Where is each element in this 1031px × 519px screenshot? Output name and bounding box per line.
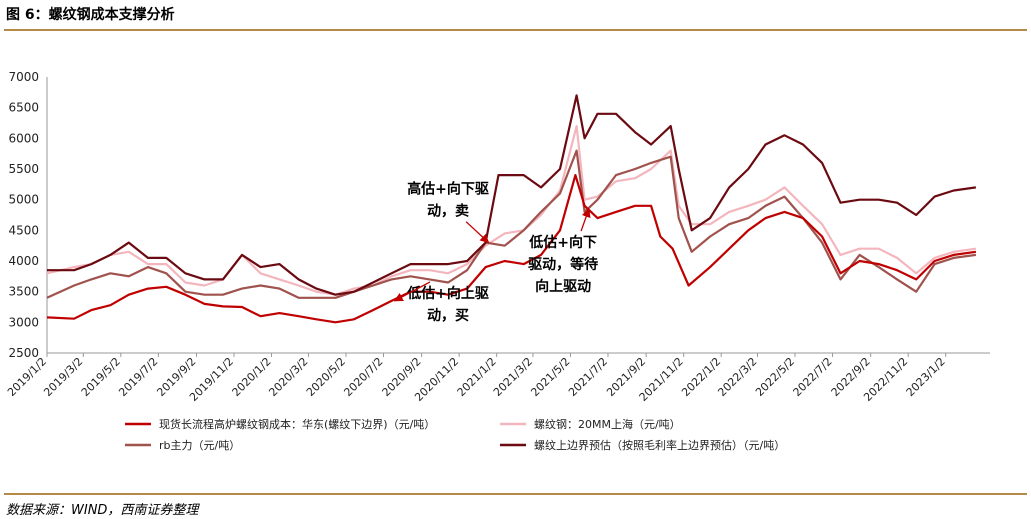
x-tick-label: 2020/3/2 — [266, 355, 310, 399]
x-tick-label: 2020/5/2 — [304, 355, 348, 399]
x-tick-label: 2021/7/2 — [566, 355, 610, 399]
annotation-arrow — [393, 281, 431, 302]
annotation-1: 低估+向上驱动，买 — [393, 281, 489, 324]
series-lines — [46, 94, 977, 324]
x-tick-label: 2020/1/2 — [230, 355, 274, 399]
x-tick-label: 2021/3/2 — [491, 355, 535, 399]
y-tick-label: 6000 — [8, 131, 39, 145]
legend-label-0: 现货长流程高炉螺纹钢成本：华东(螺纹下边界)（元/吨） — [159, 417, 435, 431]
y-tick-label: 7000 — [8, 70, 39, 84]
title-divider — [4, 29, 1027, 31]
x-tick-label: 2022/7/2 — [791, 355, 835, 399]
annotation-text: 向上驱动 — [535, 278, 591, 295]
annotation-text: 低估+向上驱 — [406, 285, 489, 302]
line-chart: 2500 3000 3500 4000 4500 5000 5500 6000 6500 7000… — [5, 70, 990, 452]
y-tick-label: 3000 — [8, 315, 39, 329]
annotation-arrow — [465, 221, 490, 244]
y-tick-label: 5500 — [8, 162, 39, 176]
legend: 现货长流程高炉螺纹钢成本：华东(螺纹下边界)（元/吨） 螺纹钢：20MM上海（元/… — [125, 417, 785, 452]
series-line-0 — [46, 174, 977, 324]
x-tick-label: 2020/7/2 — [341, 355, 385, 399]
x-tick-label: 2023/1/2 — [904, 355, 948, 399]
annotation-text: 动，买 — [427, 307, 469, 324]
x-tick-label: 2019/5/2 — [79, 355, 123, 399]
x-tick-label: 2019/3/2 — [41, 355, 85, 399]
y-tick-label: 6500 — [8, 101, 39, 115]
y-tick-label: 3500 — [8, 285, 39, 299]
annotation-text: 驱动，等待 — [528, 256, 598, 273]
series-line-2 — [46, 149, 977, 299]
source-divider — [4, 493, 1027, 495]
figure-title: 图 6：螺纹钢成本支撑分析 — [6, 7, 175, 23]
x-tick-label: 2022/3/2 — [715, 355, 759, 399]
annotation-arrow — [580, 208, 591, 232]
source-note: 数据来源：WIND，西南证券整理 — [6, 503, 199, 518]
annotation-text: 高估+向下驱 — [407, 181, 489, 198]
legend-label-3: 螺纹上边界预估（按照毛利率上边界预估）（元/吨） — [534, 438, 785, 452]
y-tick-label: 4000 — [8, 254, 39, 268]
legend-label-1: 螺纹钢：20MM上海（元/吨） — [534, 417, 681, 431]
legend-label-2: rb主力（元/吨） — [159, 439, 240, 452]
series-line-3 — [47, 94, 977, 296]
annotation-text: 动，卖 — [427, 203, 469, 220]
annotation-text: 低估+向下 — [528, 234, 597, 251]
y-tick-label: 5000 — [8, 193, 39, 207]
y-tick-label: 2500 — [8, 346, 39, 360]
y-tick-label: 4500 — [8, 223, 39, 237]
x-tick-label: 2022/5/2 — [753, 355, 797, 399]
x-tick-label: 2021/5/2 — [528, 355, 572, 399]
x-tick-label: 2019/7/2 — [116, 355, 160, 399]
